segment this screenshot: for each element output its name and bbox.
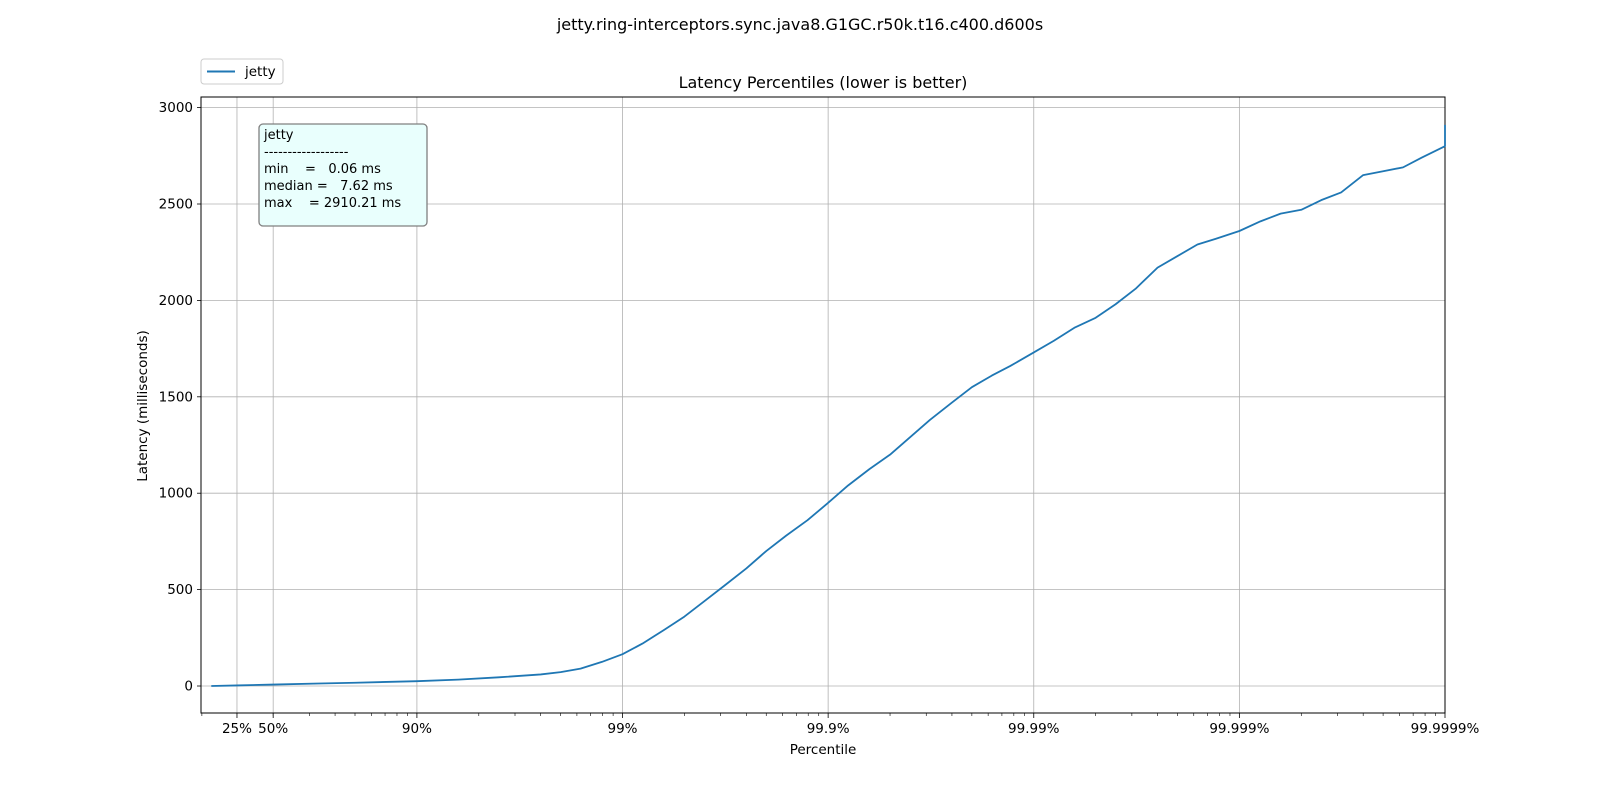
y-tick-label: 3000: [159, 100, 193, 116]
stats-box-frame: [258, 123, 428, 227]
y-tick-label: 1500: [159, 389, 193, 405]
y-tick-label: 1000: [159, 486, 193, 502]
x-tick-labels: 25% 50% 90% 99% 99.9% 99.99% 99.999% 99.9999%: [222, 721, 1480, 737]
stats-line-name: jetty: [263, 128, 294, 143]
x-tick-label: 99%: [608, 721, 638, 737]
y-tick-label: 500: [167, 582, 193, 598]
y-tick-label: 2500: [159, 197, 193, 213]
stats-line-median: median = 7.62 ms: [264, 179, 393, 194]
series-layer: [211, 124, 1446, 687]
x-tick-label: 90%: [402, 721, 432, 737]
axes: [197, 96, 1446, 718]
legend-frame: [200, 58, 284, 85]
stats-line-max: max = 2910.21 ms: [264, 196, 401, 211]
stats-line-divider: ------------------: [264, 145, 349, 160]
y-axis-label: Latency (milliseconds): [135, 330, 151, 482]
x-tick-label: 25%: [222, 721, 252, 737]
y-tick-labels: 0 500 1000 1500 2000 2500 3000: [159, 100, 193, 694]
plot-frame: [200, 96, 1446, 714]
x-tick-label: 50%: [258, 721, 288, 737]
y-tick-label: 0: [184, 679, 193, 695]
y-tick-label: 2000: [159, 293, 193, 309]
legend: jetty: [200, 58, 284, 85]
chart-title: Latency Percentiles (lower is better): [679, 73, 968, 92]
figure-suptitle: jetty.ring-interceptors.sync.java8.G1GC.…: [556, 15, 1043, 34]
x-tick-label: 99.99%: [1008, 721, 1060, 737]
x-tick-label: 99.9999%: [1411, 721, 1480, 737]
stats-line-min: min = 0.06 ms: [264, 162, 381, 177]
stats-box: jetty ------------------ min = 0.06 ms m…: [258, 123, 428, 227]
x-axis-label: Percentile: [790, 742, 857, 758]
x-tick-label: 99.9%: [807, 721, 850, 737]
series-line-jetty: [211, 124, 1446, 687]
x-tick-label: 99.999%: [1209, 721, 1269, 737]
legend-label-jetty: jetty: [244, 64, 276, 80]
